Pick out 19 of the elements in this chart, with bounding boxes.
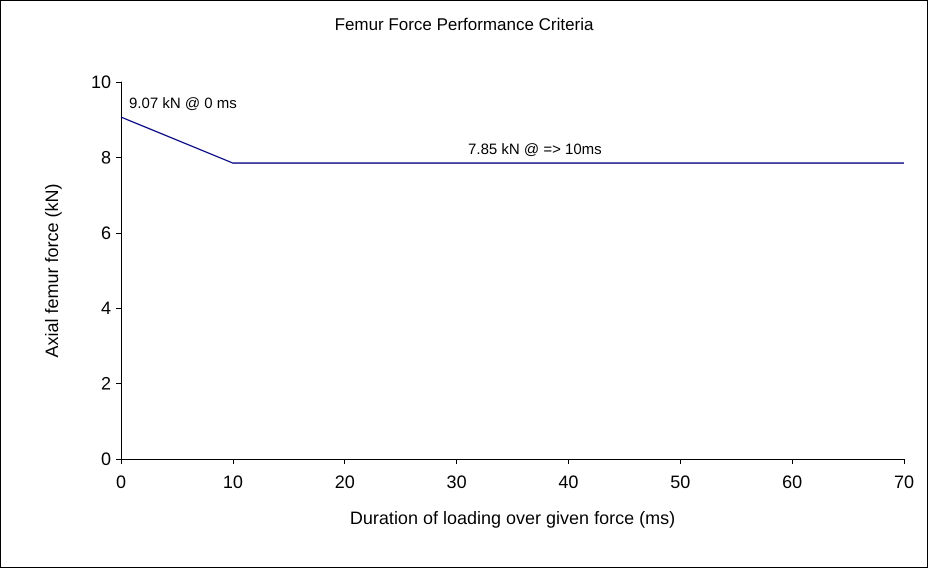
x-tick-label: 30 xyxy=(446,472,467,492)
x-tick-label: 50 xyxy=(670,472,690,492)
y-tick-label: 2 xyxy=(100,374,111,394)
y-tick-label: 6 xyxy=(100,222,111,243)
y-tick-label: 0 xyxy=(100,449,111,469)
x-tick-label: 70 xyxy=(894,472,914,492)
x-tick-label: 20 xyxy=(334,472,355,492)
x-tick-label: 40 xyxy=(558,472,578,492)
y-tick-label: 8 xyxy=(100,147,111,168)
y-tick-label: 10 xyxy=(90,72,111,92)
x-tick-label: 10 xyxy=(222,472,243,492)
chart-title: Femur Force Performance Criteria xyxy=(334,15,594,34)
annotation: 9.07 kN @ 0 ms xyxy=(129,95,237,112)
x-tick-label: 60 xyxy=(782,472,802,492)
annotation: 7.85 kN @ => 10ms xyxy=(468,141,602,158)
y-tick-label: 4 xyxy=(100,298,111,318)
y-axis-title: Axial femur force (kN) xyxy=(42,183,62,358)
x-tick-label: 0 xyxy=(116,472,126,492)
x-axis-title: Duration of loading over given force (ms) xyxy=(350,508,676,528)
